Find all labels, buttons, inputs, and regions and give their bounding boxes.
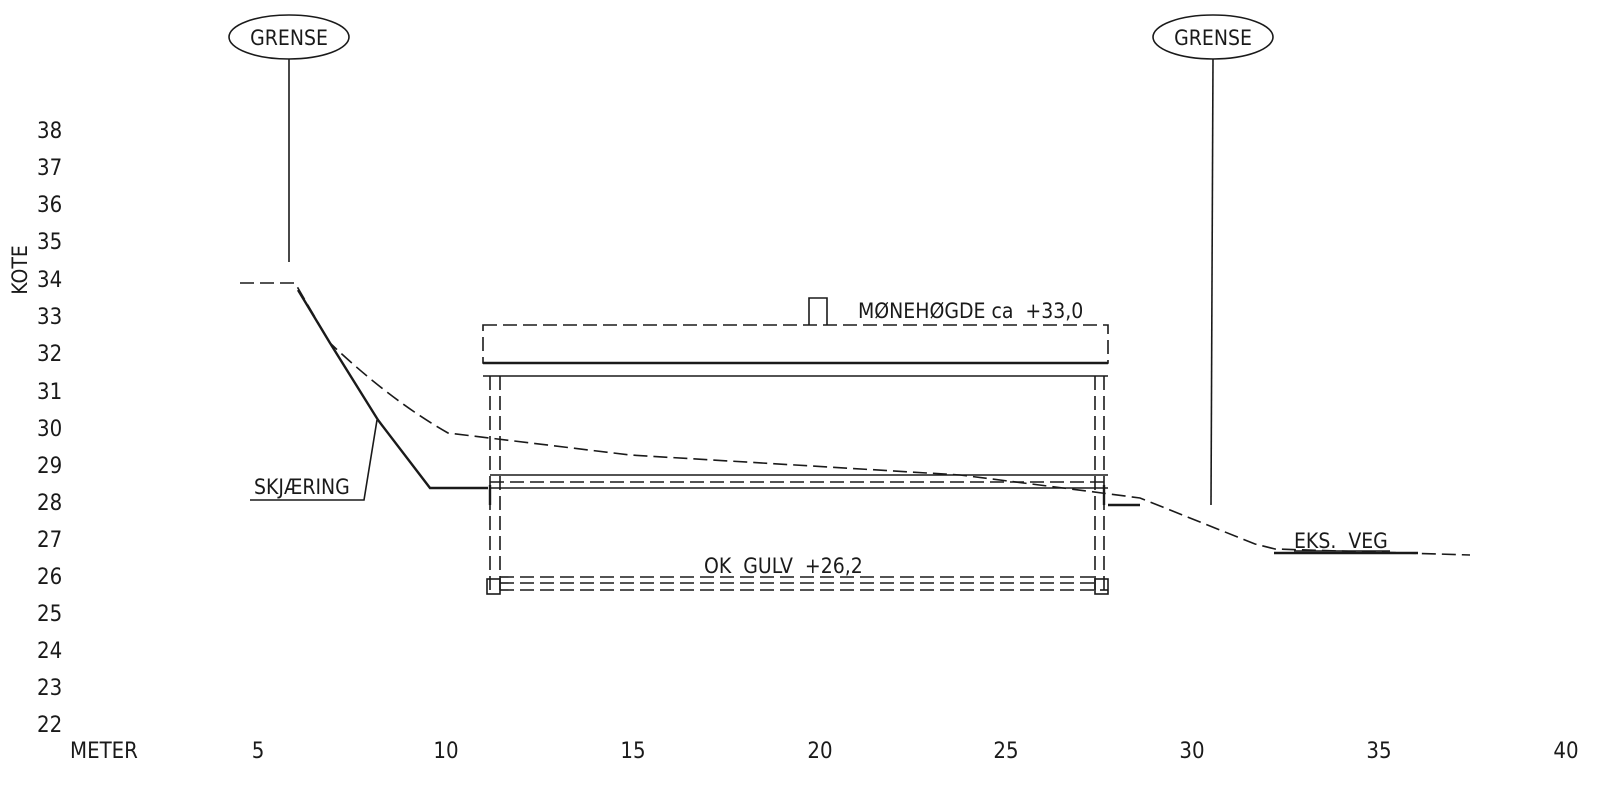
y-tick: 29: [37, 454, 62, 479]
y-tick: 24: [37, 639, 62, 664]
y-tick: 25: [37, 602, 62, 627]
x-tick: 40: [1553, 739, 1578, 764]
existing-road-label: EKS. VEG: [1294, 529, 1388, 553]
y-tick: 35: [37, 230, 62, 255]
y-axis-title: KOTE: [8, 245, 32, 295]
boundary-marker-left: GRENSE: [228, 14, 350, 262]
cutting-line: [296, 289, 488, 490]
y-tick: 27: [37, 528, 62, 553]
x-tick: 20: [807, 739, 832, 764]
y-tick: 26: [37, 565, 62, 590]
y-tick: 22: [37, 713, 62, 738]
floor-level-label: OK GULV +26,2: [704, 554, 863, 578]
y-tick: 38: [37, 119, 62, 144]
x-tick: 5: [252, 739, 265, 764]
boundary-marker-right: GRENSE: [1152, 14, 1274, 506]
cutting-leader: [250, 419, 378, 501]
x-tick: 15: [620, 739, 645, 764]
x-tick: 25: [993, 739, 1018, 764]
existing-terrain-line: [240, 282, 1471, 556]
x-axis-title: METER: [70, 739, 138, 764]
y-tick: 31: [37, 380, 62, 405]
building-section: [482, 297, 1140, 595]
cutting-label: SKJÆRING: [254, 475, 350, 499]
boundary-label-left: GRENSE: [250, 26, 328, 50]
y-tick: 34: [37, 268, 62, 293]
y-tick: 37: [37, 156, 62, 181]
y-tick: 23: [37, 676, 62, 701]
y-axis-ticks: 38 37 36 35 34 33 32 31 30 29 28 27 26 2…: [37, 119, 62, 738]
boundary-label-right: GRENSE: [1174, 26, 1252, 50]
y-tick: 36: [37, 193, 62, 218]
ridge-height-label: MØNEHØGDE ca +33,0: [858, 299, 1083, 323]
x-tick: 30: [1179, 739, 1204, 764]
x-tick: 10: [433, 739, 458, 764]
y-tick: 32: [37, 342, 62, 367]
x-tick: 35: [1366, 739, 1391, 764]
y-tick: 33: [37, 305, 62, 330]
y-tick: 30: [37, 417, 62, 442]
x-axis-ticks: 5 10 15 20 25 30 35 40: [252, 739, 1579, 764]
y-tick: 28: [37, 491, 62, 516]
